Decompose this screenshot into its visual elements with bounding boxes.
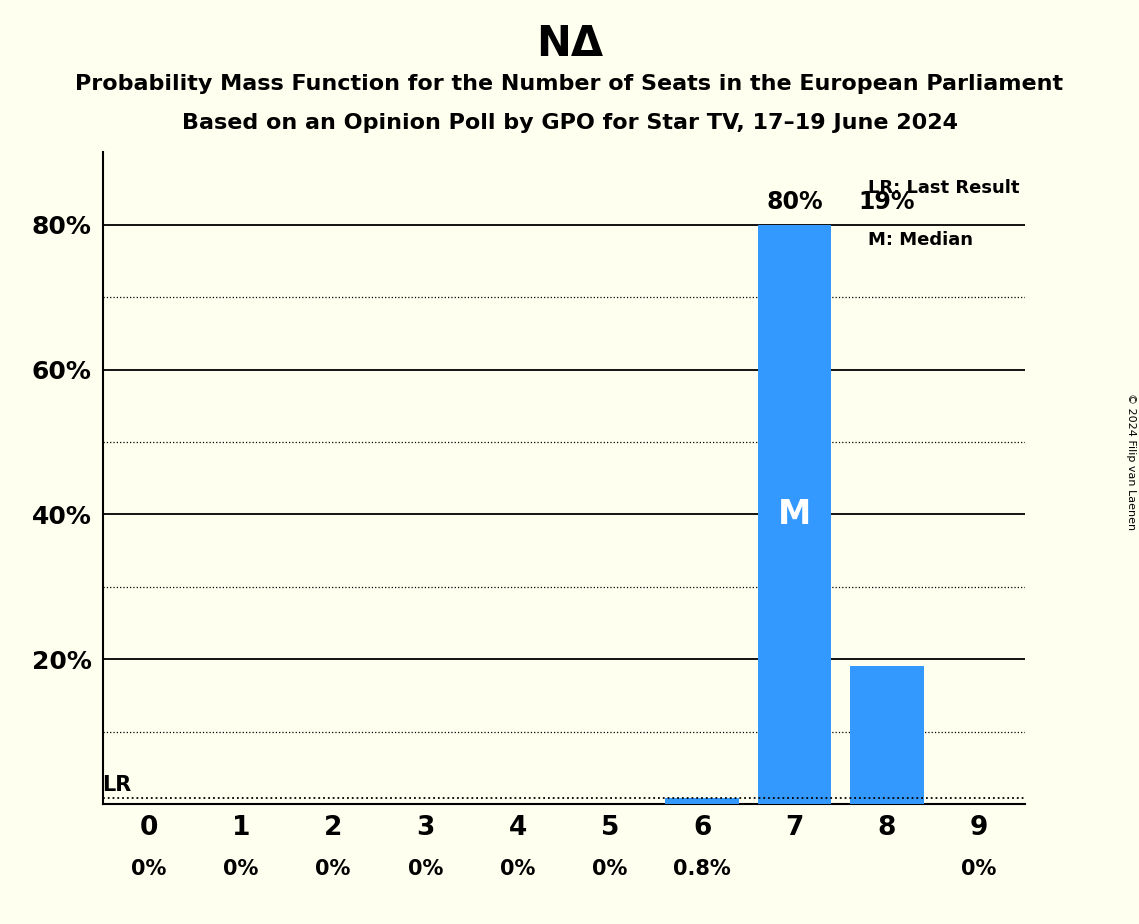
- Bar: [850, 666, 924, 804]
- Text: LR: LR: [103, 775, 132, 796]
- Text: M: Median: M: Median: [868, 231, 973, 249]
- Text: 0%: 0%: [961, 859, 997, 880]
- Bar: [757, 225, 831, 804]
- Text: 0%: 0%: [316, 859, 351, 880]
- Text: Based on an Opinion Poll by GPO for Star TV, 17–19 June 2024: Based on an Opinion Poll by GPO for Star…: [181, 113, 958, 133]
- Text: 0.8%: 0.8%: [673, 859, 731, 880]
- Text: 80%: 80%: [767, 189, 822, 213]
- Text: NΔ: NΔ: [536, 23, 603, 65]
- Text: © 2024 Filip van Laenen: © 2024 Filip van Laenen: [1126, 394, 1136, 530]
- Text: 0%: 0%: [500, 859, 535, 880]
- Text: 0%: 0%: [131, 859, 166, 880]
- Text: 0%: 0%: [223, 859, 259, 880]
- Bar: [665, 798, 739, 804]
- Text: LR: Last Result: LR: Last Result: [868, 178, 1019, 197]
- Text: M: M: [778, 498, 811, 531]
- Text: Probability Mass Function for the Number of Seats in the European Parliament: Probability Mass Function for the Number…: [75, 74, 1064, 94]
- Text: 0%: 0%: [408, 859, 443, 880]
- Text: 19%: 19%: [859, 189, 915, 213]
- Text: 0%: 0%: [592, 859, 628, 880]
